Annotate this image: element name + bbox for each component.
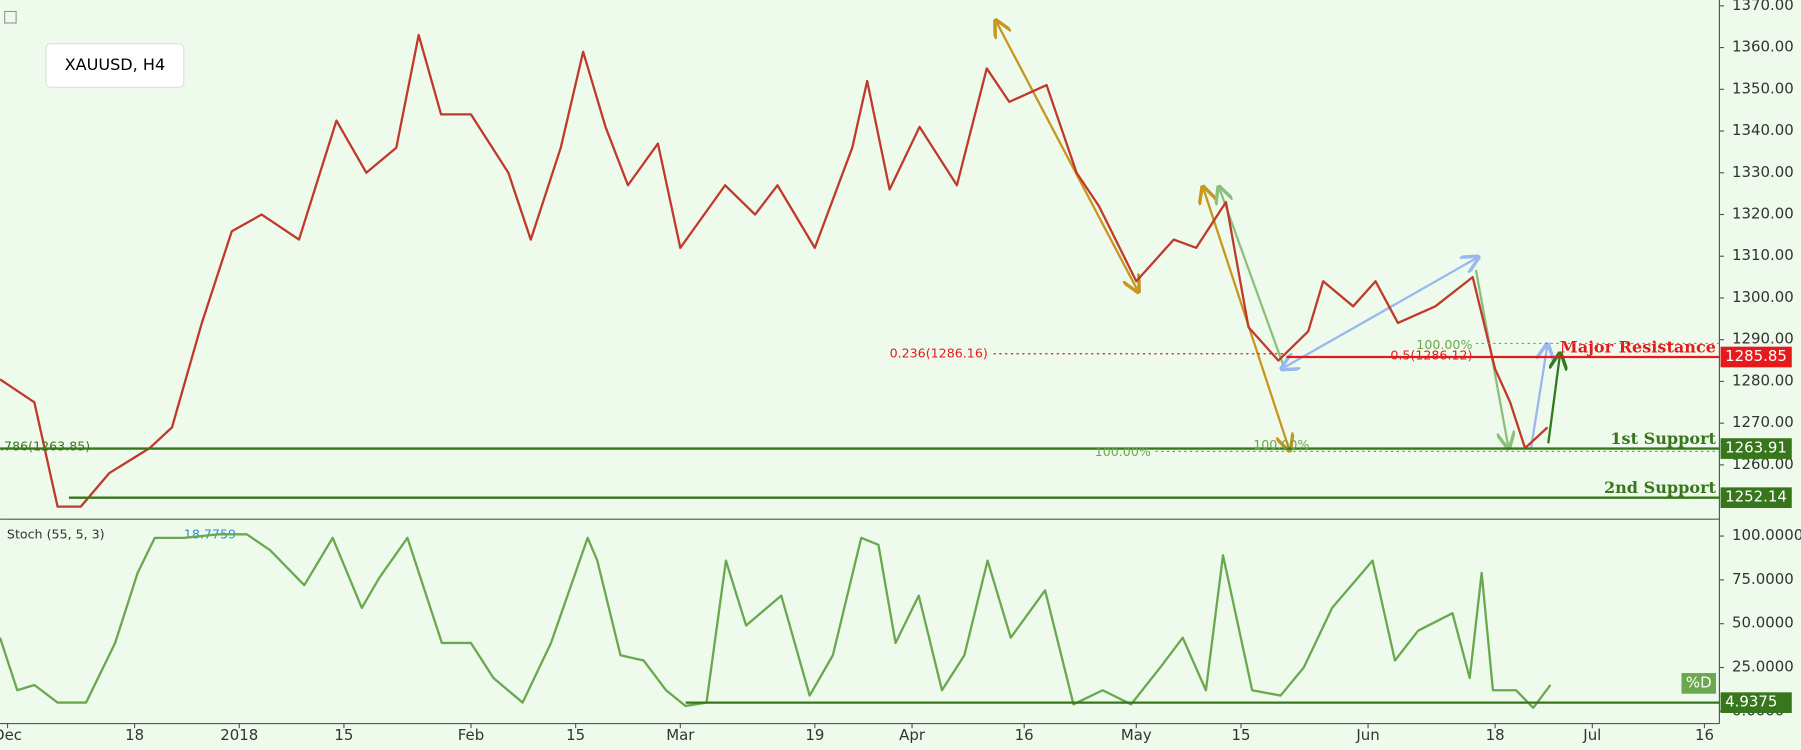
drawn-arrow [1284,258,1476,367]
x-tick-label: Mar [666,726,695,744]
drawn-arrow [997,23,1137,289]
level-name: Major Resistance [1560,337,1716,356]
y-tick-label: 1290.00 [1732,330,1794,348]
x-tick-label: 15 [566,726,585,744]
y-tick-label: 75.0000 [1732,570,1794,588]
title-box [45,43,185,88]
indicator-tag: %D [1686,673,1712,691]
y-tick-label: 100.0000 [1732,526,1801,544]
fib-label: 0.5(1286.12) [1390,348,1472,363]
level-name: 2nd Support [1604,478,1717,497]
level-value: 4.9375 [1725,693,1777,711]
drawn-arrow [1547,356,1559,444]
level-value: 1285.85 [1725,347,1787,365]
level-value: 1252.14 [1725,488,1787,506]
x-tick-label: 19 [805,726,824,744]
y-tick-label: 1350.00 [1732,79,1794,97]
y-tick-label: 1340.00 [1732,121,1794,139]
x-tick-label: Dec [0,726,22,744]
drawn-arrow [1220,190,1286,368]
x-tick-label: 15 [1231,726,1250,744]
x-tick-label: 18 [125,726,144,744]
x-tick-label: Apr [899,726,926,744]
fib-label: 100.00% [1095,444,1151,459]
y-tick-label: 1310.00 [1732,246,1794,264]
x-tick-label: 16 [1015,726,1034,744]
level-tag [1720,487,1792,509]
y-tick-label: 50.0000 [1732,614,1794,632]
collapse-icon[interactable] [4,10,17,24]
level-tag [1720,692,1792,713]
fib-label: 100.00% [1253,437,1309,452]
y-tick-label: 1270.00 [1732,413,1794,431]
level-tag [1720,346,1792,368]
fib-label: 100.00% [1416,337,1472,352]
y-tick-label: 1360.00 [1732,38,1794,56]
x-tick-label: Jun [1355,726,1379,744]
y-tick-label: 25.0000 [1732,658,1794,676]
stoch-line [0,533,1552,709]
y-tick-label: 1330.00 [1732,163,1794,181]
level-name: 1st Support [1610,429,1716,448]
drawn-arrow [1529,347,1547,449]
x-tick-label: May [1121,726,1152,744]
fib-label: 0.236(1286.16) [890,345,988,360]
y-tick-label: 1370.00 [1732,0,1794,14]
level-value: 1263.91 [1725,439,1787,457]
indicator-title: Stoch (55, 5, 3) [7,527,105,542]
x-tick-label: 2018 [220,726,258,744]
y-tick-label: 1260.00 [1732,455,1794,473]
indicator-tag-box [1681,673,1716,694]
y-tick-label: 1320.00 [1732,205,1794,223]
x-tick-label: 16 [1695,726,1714,744]
x-tick-label: 15 [334,726,353,744]
x-tick-label: 18 [1486,726,1505,744]
chart-title: XAUUSD, H4 [65,55,166,74]
x-tick-label: Jul [1582,726,1601,744]
level-tag [1720,438,1792,459]
fib-label: .786(1263.85) [0,438,90,453]
price-line [0,33,1549,508]
x-tick-label: Feb [458,726,484,744]
y-tick-label: 1280.00 [1732,371,1794,389]
y-tick-label: 1300.00 [1732,288,1794,306]
